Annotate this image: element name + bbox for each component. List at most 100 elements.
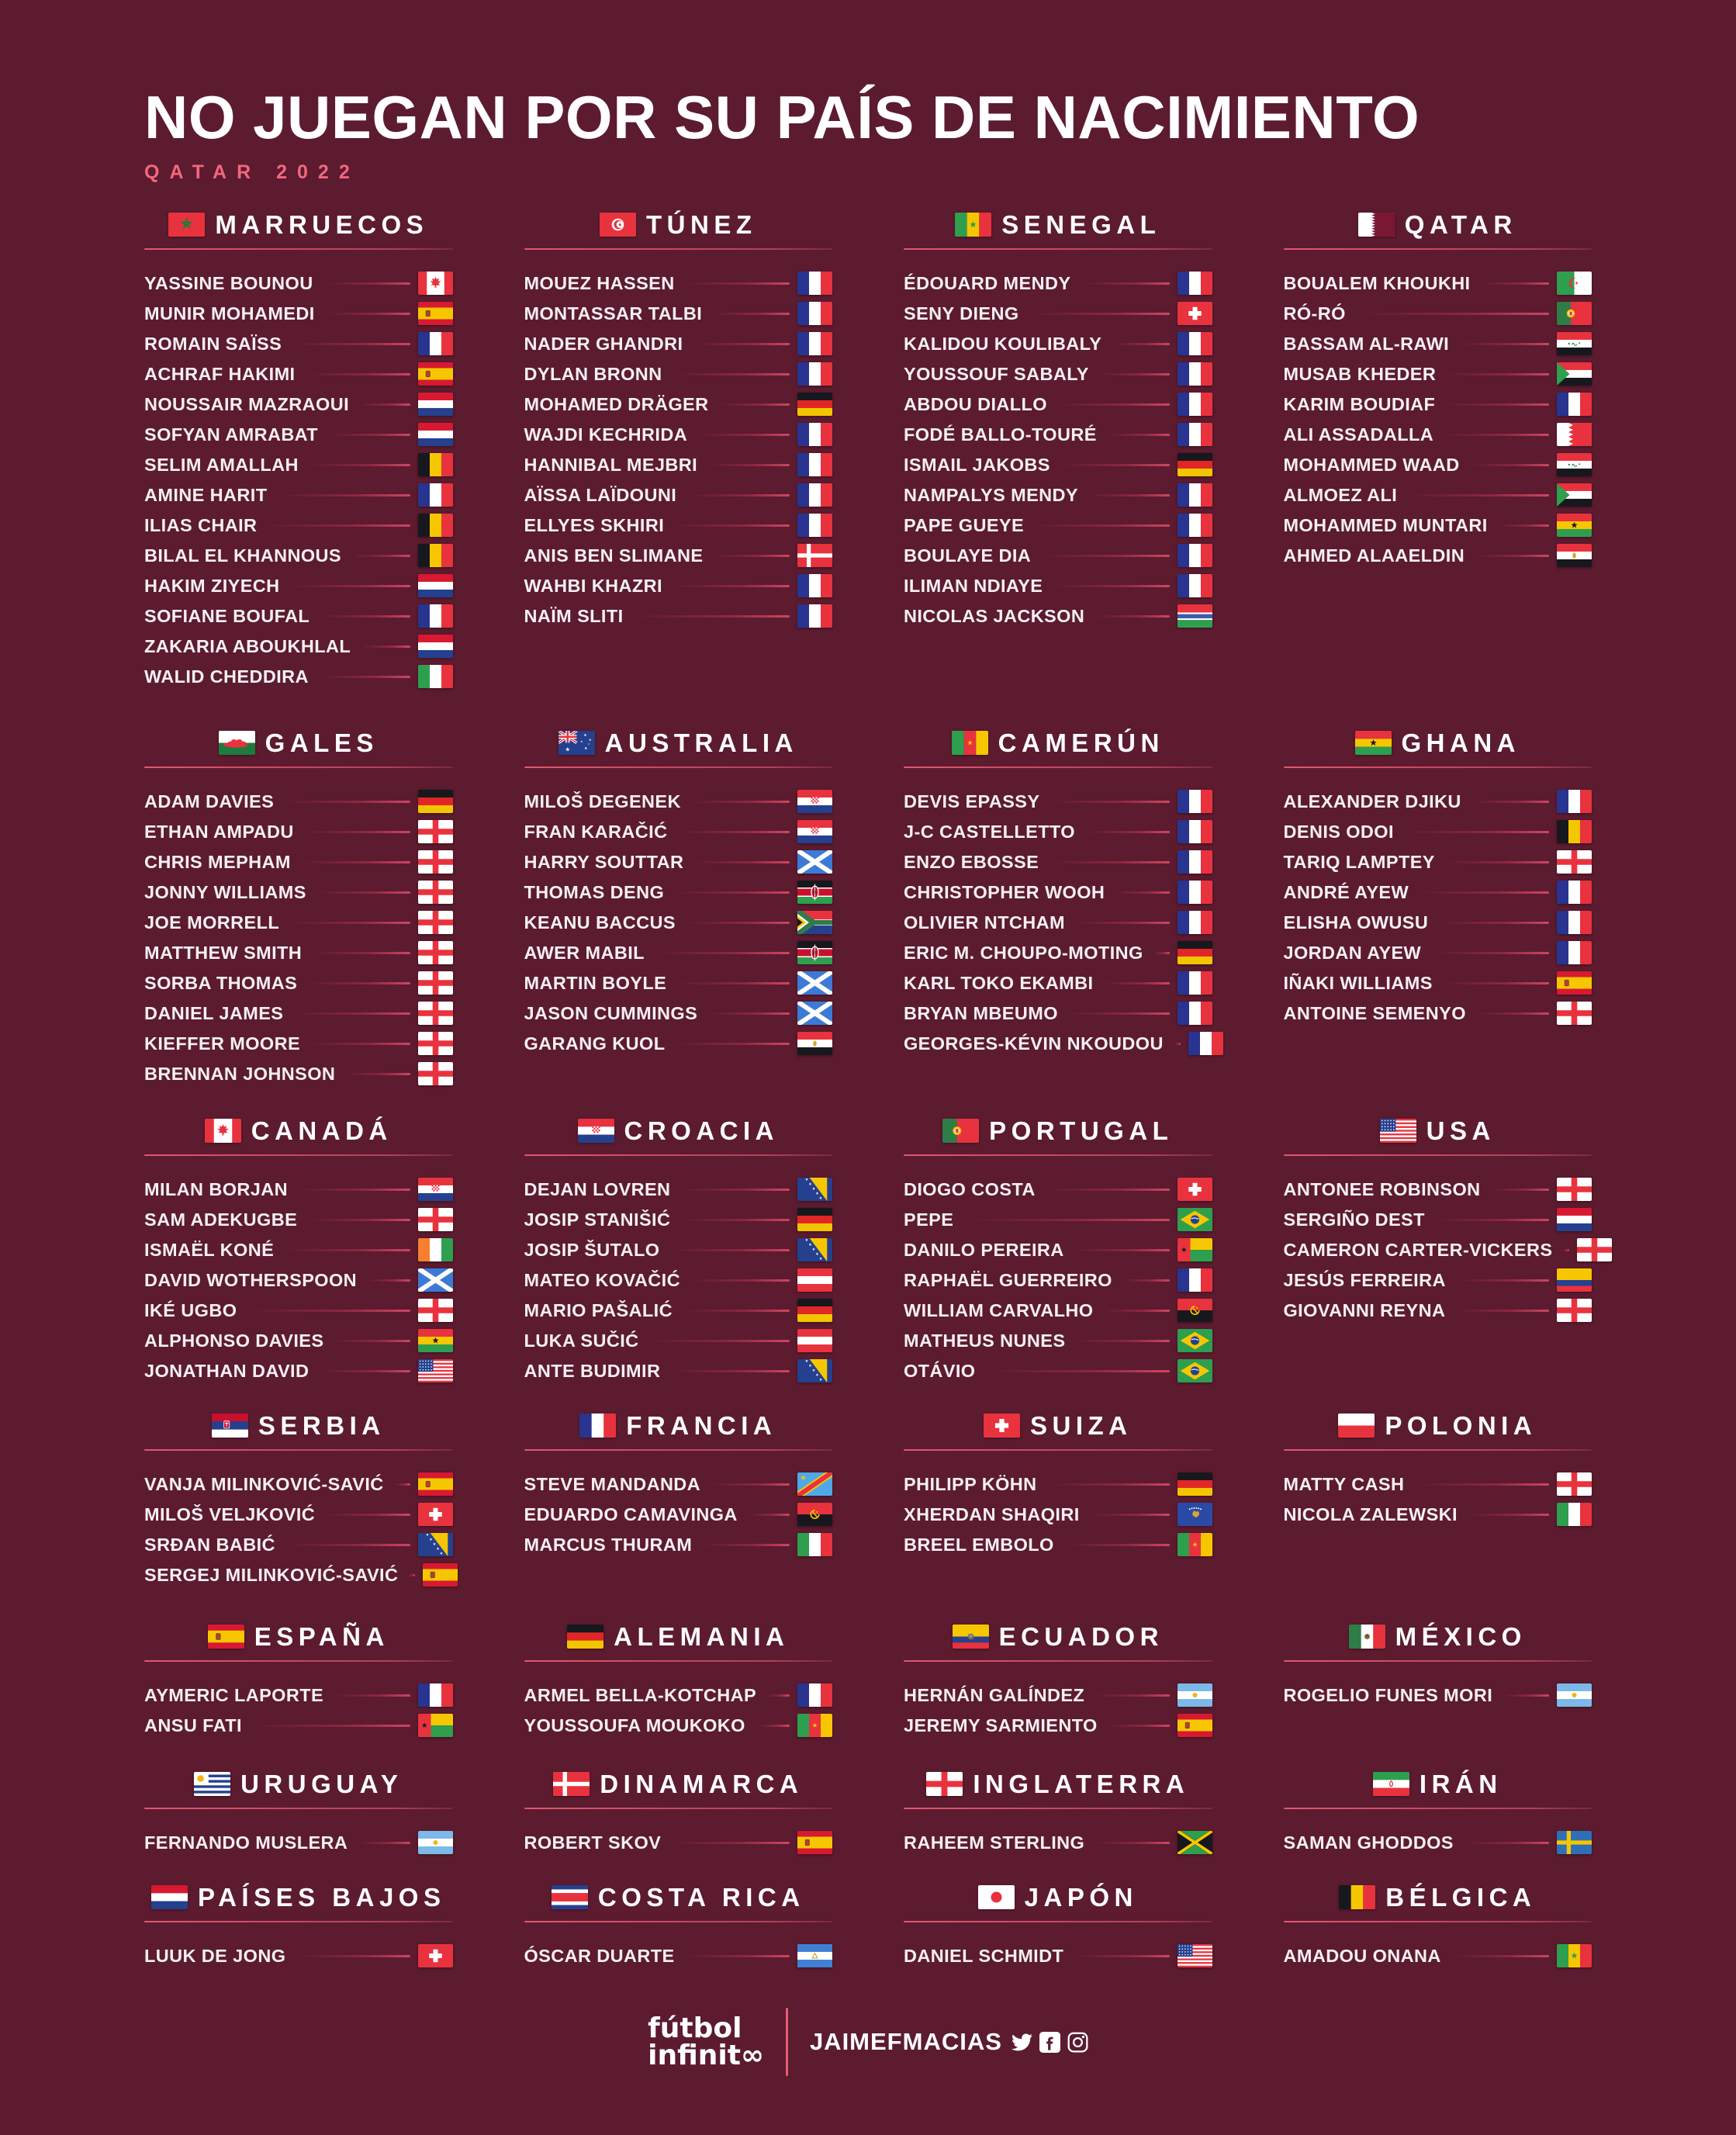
germany-flag-icon xyxy=(1177,1472,1212,1497)
player-row: BOUALEM KHOUKHI xyxy=(1284,268,1592,299)
player-name: ROMAIN SAÏSS xyxy=(144,333,282,354)
player-name: YOUSSOUFA MOUKOKO xyxy=(524,1715,745,1735)
country-header: FRANCIA xyxy=(524,1411,833,1441)
connector-line xyxy=(1050,860,1170,863)
country-section-usa: USA ANTONEE ROBINSON SERGIÑO DEST CAMERON C… xyxy=(1283,1116,1613,1411)
connector-line xyxy=(1432,951,1549,954)
player-name: MOHAMMED WAAD xyxy=(1283,454,1460,475)
country-section-australia: AUSTRALIA MILOŠ DEGENEK FRAN KARAČIĆ HARRY … xyxy=(524,728,832,1116)
player-row: AMINE HARIT xyxy=(144,480,453,510)
country-header: INGLATERRA xyxy=(904,1770,1212,1799)
player-list: ARMEL BELLA-KOTCHAP YOUSSOUFA MOUKOKO xyxy=(524,1680,832,1741)
connector-line xyxy=(694,860,790,863)
morocco-flag-icon xyxy=(168,213,206,237)
player-row: MARIO PAŠALIĆ xyxy=(524,1296,832,1326)
footer: fútbol infinit∞ JAIMEFMACIAS xyxy=(0,2008,1736,2076)
senegal-flag-icon xyxy=(1557,1944,1592,1968)
player-row: DAVID WOTHERSPOON xyxy=(144,1265,453,1296)
player-row: ABDOU DIALLO xyxy=(904,389,1212,420)
player-name: DANILO PEREIRA xyxy=(904,1239,1064,1260)
player-row: CHRIS MEPHAM xyxy=(144,847,453,877)
switzerland-flag-icon xyxy=(1177,1178,1212,1202)
country-section-mexico: MÉXICO ROGELIO FUNES MORI xyxy=(1283,1622,1592,1770)
player-name: SERGIÑO DEST xyxy=(1283,1209,1425,1230)
connector-line xyxy=(304,830,410,833)
country-name: JAPÓN xyxy=(1024,1882,1138,1912)
france-flag-icon xyxy=(1177,393,1212,417)
player-name: JASON CUMMINGS xyxy=(524,1002,698,1023)
usa-flag-icon xyxy=(1379,1119,1416,1144)
player-name: LUKA SUČIĆ xyxy=(524,1330,639,1351)
england-flag-icon xyxy=(417,1208,453,1232)
qatar-flag-icon xyxy=(1357,213,1395,237)
country-section-tunisia: TÚNEZ MOUEZ HASSEN MONTASSAR TALBI NADER GH… xyxy=(524,210,832,728)
denmark-flag-icon xyxy=(553,1772,590,1797)
header-underline xyxy=(904,1154,1212,1156)
connector-line xyxy=(691,800,790,803)
connector-line xyxy=(1086,830,1170,833)
header-underline xyxy=(1283,247,1592,250)
player-list: BOUALEM KHOUKHI RÓ-RÓ BASSAM AL-RAWI MUSAB … xyxy=(1284,268,1592,571)
player-name: MUNIR MOHAMEDI xyxy=(144,303,315,324)
player-row: ANSU FATI xyxy=(144,1711,453,1741)
country-name: MARRUECOS xyxy=(215,209,429,239)
player-row: RAHEEM STERLING xyxy=(904,1828,1212,1858)
argentina-flag-icon xyxy=(1557,1683,1592,1708)
player-name: MONTASSAR TALBI xyxy=(524,303,703,324)
instagram-icon xyxy=(1067,2032,1088,2052)
connector-line xyxy=(320,614,410,618)
connector-line xyxy=(748,1513,790,1516)
player-row: ALMOEZ ALI xyxy=(1284,480,1592,510)
player-name: MARTIN BOYLE xyxy=(524,972,667,993)
header-underline xyxy=(1283,1659,1592,1662)
player-row: ÓSCAR DUARTE xyxy=(524,1941,832,1971)
player-name: MUSAB KHEDER xyxy=(1283,363,1437,384)
country-header: ESPAÑA xyxy=(144,1622,453,1652)
player-name: DEVIS EPASSY xyxy=(904,791,1040,811)
country-header: COSTA RICA xyxy=(524,1883,833,1912)
belgium-flag-icon xyxy=(1339,1885,1376,1910)
poland-flag-icon xyxy=(1338,1414,1375,1438)
connector-line xyxy=(681,1188,790,1191)
germany-flag-icon xyxy=(567,1625,604,1649)
belgium-flag-icon xyxy=(1557,820,1592,844)
player-row: SERGEJ MILINKOVIĆ-SAVIĆ xyxy=(144,1560,458,1590)
player-row: KALIDOU KOULIBALY xyxy=(904,329,1212,359)
country-header: POLONIA xyxy=(1284,1411,1592,1441)
france-flag-icon xyxy=(417,1683,453,1708)
bosnia-flag-icon xyxy=(797,1359,832,1383)
player-name: MILAN BORJAN xyxy=(144,1178,288,1199)
country-section-costa-rica: COSTA RICA ÓSCAR DUARTE xyxy=(524,1883,833,1971)
france-flag-icon xyxy=(797,574,832,598)
player-name: ANIS BEN SLIMANE xyxy=(524,545,704,566)
player-name: ALMOEZ ALI xyxy=(1283,484,1398,505)
player-name: MARCUS THURAM xyxy=(524,1534,693,1555)
connector-line xyxy=(1088,493,1170,497)
connector-line xyxy=(1456,1309,1549,1312)
iraq-flag-icon xyxy=(1557,332,1592,356)
connector-line xyxy=(634,614,790,618)
header-underline xyxy=(524,1154,832,1156)
connector-line xyxy=(713,312,790,315)
country-section-ghana: GHANA ALEXANDER DJIKU DENIS ODOI TARIQ LAMP… xyxy=(1283,728,1592,1116)
connector-line xyxy=(1050,800,1170,803)
player-name: DANIEL SCHMIDT xyxy=(904,1945,1064,1966)
england-flag-icon xyxy=(417,1002,453,1026)
player-name: MOHAMED DRÄGER xyxy=(524,393,709,414)
country-name: SENEGAL xyxy=(1001,209,1161,239)
connector-line xyxy=(1112,342,1170,345)
switzerland-flag-icon xyxy=(417,1944,453,1968)
france-flag-icon xyxy=(797,362,832,386)
country-header: QATAR xyxy=(1284,210,1592,240)
player-list: MILOŠ DEGENEK FRAN KARAČIĆ HARRY SOUTTAR TH… xyxy=(524,787,832,1059)
connector-line xyxy=(298,1188,410,1191)
player-name: IÑAKI WILLIAMS xyxy=(1283,972,1433,993)
header-underline xyxy=(1283,1807,1592,1809)
player-row: SAMAN GHODDOS xyxy=(1284,1828,1592,1858)
connector-line xyxy=(1095,614,1170,618)
player-row: SOFIANE BOUFAL xyxy=(144,601,453,632)
guinea-bissau-flag-icon xyxy=(1177,1238,1212,1262)
croatia-flag-icon xyxy=(577,1119,614,1144)
player-row: XHERDAN SHAQIRI xyxy=(904,1500,1212,1530)
england-flag-icon xyxy=(417,850,453,874)
